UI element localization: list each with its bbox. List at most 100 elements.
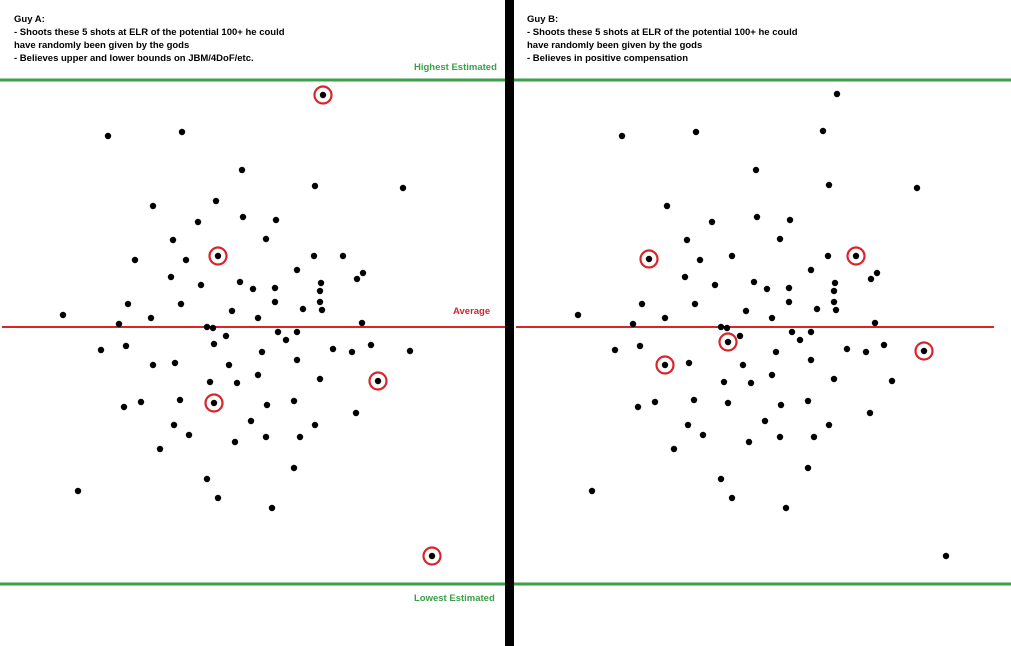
guy-a-shot-dot [137, 398, 145, 406]
average-label: Average [453, 306, 491, 317]
guy-a-shot-dot [59, 311, 67, 319]
guy-a-shot-dot [231, 438, 239, 446]
guy-b-shot-dot [871, 319, 879, 327]
guy-a-shot-dot [293, 328, 301, 336]
guy-a-shot-dot [262, 433, 270, 441]
guy-a-shot-dot [319, 91, 327, 99]
guy-a-shot-dot [236, 278, 244, 286]
guy-b-shot-dot [699, 431, 707, 439]
guy-b-selected-shot-circle [846, 246, 866, 266]
guy-a-shot-dot [316, 298, 324, 306]
guy-b-shot-dot [611, 346, 619, 354]
guy-a-shot-dot [293, 266, 301, 274]
guy-b-shot-dot [862, 348, 870, 356]
guy-a-shot-dot [156, 445, 164, 453]
guy-a-shot-dot [214, 252, 222, 260]
guy-a-shot-dot [120, 403, 128, 411]
guy-a-shot-dot [233, 379, 241, 387]
guy-b-shot-dot [681, 273, 689, 281]
guy-a-shot-dot [348, 348, 356, 356]
guy-b-shot-dot [736, 332, 744, 340]
guy-a-shot-dot [210, 399, 218, 407]
guy-a-selected-shot-circle [208, 246, 228, 266]
guy-a-selected-shot-circle [204, 393, 224, 413]
guy-a-shot-dot [352, 409, 360, 417]
guy-a-shot-dot [317, 279, 325, 287]
guy-b-shot-dot [739, 361, 747, 369]
guy-b-selected-shot-circle [718, 332, 738, 352]
guy-b-shot-dot [745, 438, 753, 446]
guy-a-shot-dot [318, 306, 326, 314]
guy-a-shot-dot [170, 421, 178, 429]
guy-b-shot-dot [832, 306, 840, 314]
guy-a-shot-dot [97, 346, 105, 354]
guy-b-selected-shot-circle [914, 341, 934, 361]
guy-b-line: have randomly been given by the gods [527, 40, 703, 51]
guy-a-shot-dot [296, 433, 304, 441]
guy-b-line: - Shoots these 5 shots at ELR of the pot… [527, 27, 798, 38]
guy-b-shot-dot [717, 323, 725, 331]
guy-a-shot-dot [258, 348, 266, 356]
guy-b-shot-dot [717, 475, 725, 483]
guy-b-shot-dot [711, 281, 719, 289]
guy-a-shot-dot [178, 128, 186, 136]
guy-b-shot-dot [634, 403, 642, 411]
guy-b-selected-shot-circle [639, 249, 659, 269]
guy-a-shot-dot [428, 552, 436, 560]
guy-b-shot-dot [804, 464, 812, 472]
guy-b-shot-dot [724, 399, 732, 407]
guy-a-shot-dot [122, 342, 130, 350]
guy-b-shot-dot [618, 132, 626, 140]
guy-b-shot-dot [753, 213, 761, 221]
guy-b-shot-dot [651, 398, 659, 406]
guy-a-shot-dot [167, 273, 175, 281]
guy-a-shot-dot [290, 397, 298, 405]
guy-b-shot-dot [670, 445, 678, 453]
guy-b-shot-dot [685, 359, 693, 367]
guy-a-shot-dot [293, 356, 301, 364]
guy-a-shot-dot [239, 213, 247, 221]
guy-b-shot-dot [825, 181, 833, 189]
center-divider [505, 0, 514, 646]
guy-b-shot-dot [843, 345, 851, 353]
guy-a-shot-dot [274, 328, 282, 336]
guy-b-shot-dot [888, 377, 896, 385]
guy-b-shot-dot [913, 184, 921, 192]
guy-b-shot-dot [708, 218, 716, 226]
guy-b-shot-dot [761, 417, 769, 425]
guy-a-shot-dot [182, 256, 190, 264]
guy-b-shot-dot [663, 202, 671, 210]
guy-b-shot-dot [724, 338, 732, 346]
lowest-estimated-label: Lowest Estimated [414, 593, 495, 604]
guy-b-shot-dot [810, 433, 818, 441]
guy-b-shot-dot [852, 252, 860, 260]
guy-a-shot-dot [299, 305, 307, 313]
guy-b-selected-shot-circle [655, 355, 675, 375]
guy-b-shot-dot [742, 307, 750, 315]
guy-a-selected-shot-circle [368, 371, 388, 391]
guy-b-shot-dot [696, 256, 704, 264]
guy-a-shot-dot [359, 269, 367, 277]
guy-b-shot-dot [750, 278, 758, 286]
guy-b-shot-dot [867, 275, 875, 283]
guy-a-shot-dot [209, 324, 217, 332]
guy-b-shot-dot [782, 504, 790, 512]
guy-a-shot-dot [316, 287, 324, 295]
guy-a-shot-dot [203, 475, 211, 483]
guy-a-shot-dot [169, 236, 177, 244]
guy-b-shot-dot [588, 487, 596, 495]
guy-b-shot-dot [813, 305, 821, 313]
guy-a-shot-dot [271, 284, 279, 292]
guy-a-note: Guy A: - Shoots these 5 shots at ELR of … [14, 13, 285, 65]
guy-b-shot-dot [574, 311, 582, 319]
guy-a-shot-dot [316, 375, 324, 383]
guy-b-shot-dot [804, 397, 812, 405]
guy-a-shot-dot [374, 377, 382, 385]
guy-a-shot-dot [247, 417, 255, 425]
guy-b-shot-dot [645, 255, 653, 263]
guy-b-shot-dot [786, 216, 794, 224]
guy-a-shot-dot [262, 235, 270, 243]
guy-b-note: Guy B: - Shoots these 5 shots at ELR of … [527, 13, 798, 65]
guy-b-shot-dot [638, 300, 646, 308]
